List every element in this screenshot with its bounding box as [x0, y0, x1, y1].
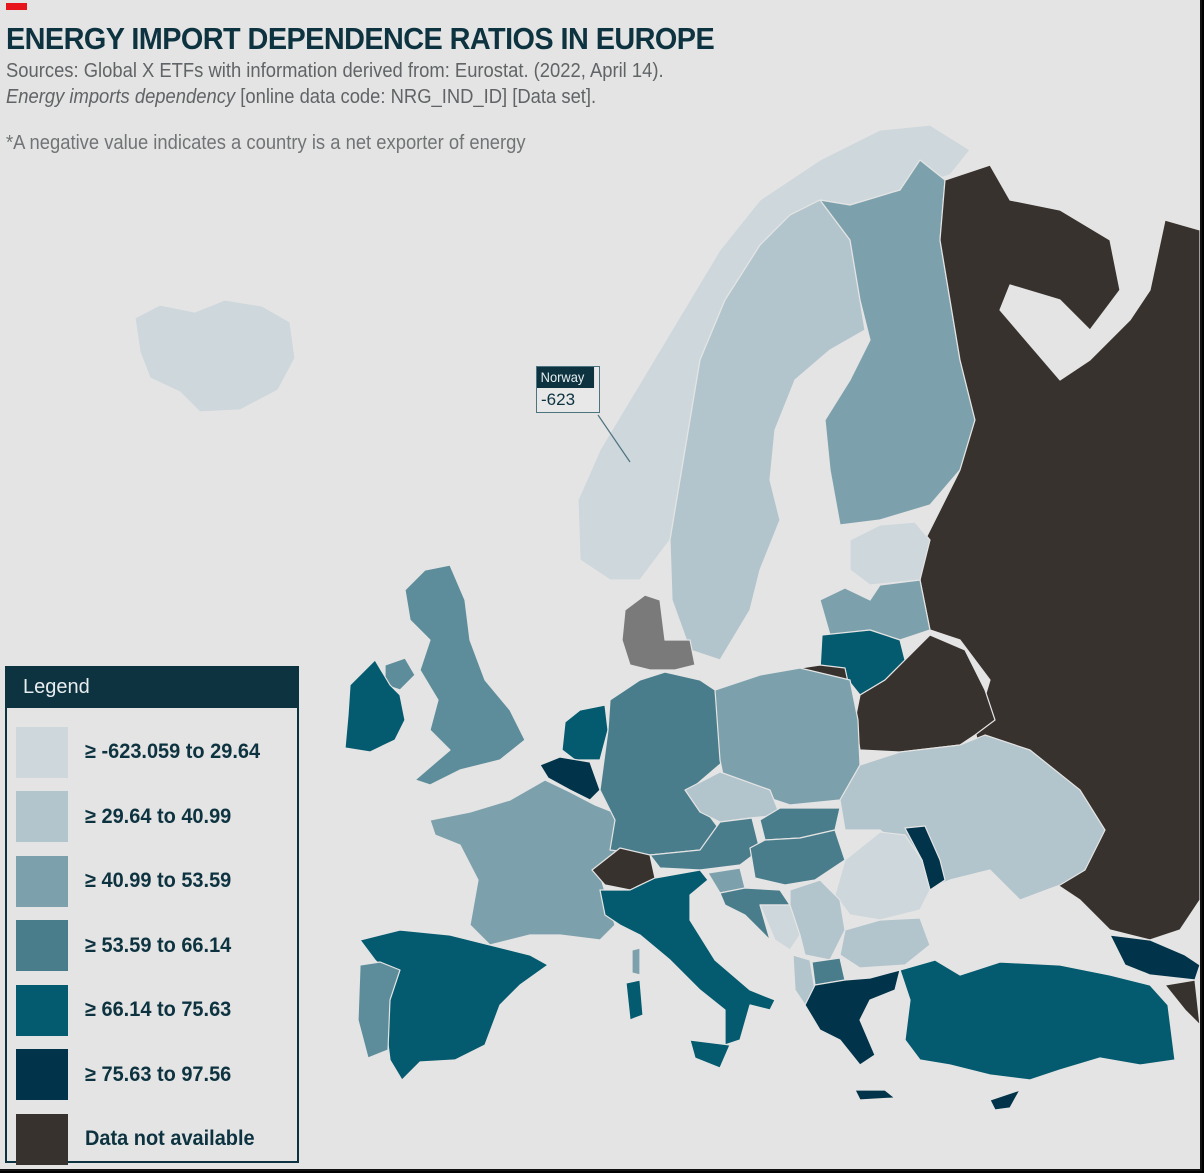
- legend-item: ≥ 75.63 to 97.56: [16, 1043, 269, 1108]
- brand-accent-bar: [6, 3, 27, 10]
- legend-title: Legend: [7, 668, 297, 708]
- legend-label: ≥ 29.64 to 40.99: [85, 804, 232, 828]
- page-title: ENERGY IMPORT DEPENDENCE RATIOS IN EUROP…: [6, 21, 715, 56]
- legend-label: ≥ 53.59 to 66.14: [85, 933, 232, 957]
- legend: Legend ≥ -623.059 to 29.64 ≥ 29.64 to 40…: [5, 666, 299, 1165]
- island-corsica[interactable]: [631, 947, 641, 976]
- island-sardinia[interactable]: [625, 979, 644, 1021]
- country-portugal[interactable]: [357, 961, 401, 1059]
- norway-callout: Norway -623: [536, 366, 600, 413]
- legend-label: ≥ -623.059 to 29.64: [85, 740, 261, 764]
- country-latvia[interactable]: [819, 579, 931, 641]
- dataset-name: Energy imports dependency: [6, 86, 236, 108]
- legend-item: ≥ 53.59 to 66.14: [16, 914, 269, 979]
- footnote: *A negative value indicates a country is…: [6, 132, 526, 154]
- country-belgium[interactable]: [539, 756, 601, 801]
- source-line-1: Sources: Global X ETFs with information …: [6, 60, 664, 82]
- country-turkey[interactable]: [899, 959, 1176, 1081]
- region-caucasus[interactable]: [1164, 979, 1200, 1026]
- legend-swatch: [16, 984, 68, 1036]
- country-romania[interactable]: [834, 831, 931, 921]
- country-denmark[interactable]: [621, 594, 696, 671]
- country-greece[interactable]: [804, 969, 901, 1066]
- legend-label: ≥ 40.99 to 53.59: [85, 869, 232, 893]
- legend-swatch: [16, 1049, 68, 1101]
- country-bosnia[interactable]: [759, 904, 801, 951]
- country-france[interactable]: [429, 779, 626, 946]
- dataset-code: [online data code: NRG_IND_ID] [Data set…: [235, 86, 597, 108]
- legend-item: ≥ -623.059 to 29.64: [16, 720, 269, 785]
- island-crete[interactable]: [854, 1089, 896, 1101]
- header: ENERGY IMPORT DEPENDENCE RATIOS IN EUROP…: [6, 20, 767, 155]
- country-sweden[interactable]: [669, 199, 866, 661]
- legend-swatch: [16, 1113, 68, 1165]
- country-ireland[interactable]: [344, 659, 406, 753]
- island-sicily[interactable]: [689, 1039, 731, 1069]
- country-estonia[interactable]: [849, 521, 931, 586]
- legend-label: Data not available: [85, 1127, 255, 1151]
- legend-label: ≥ 75.63 to 97.56: [85, 1062, 232, 1086]
- country-ukraine[interactable]: [839, 734, 1106, 901]
- legend-label: ≥ 66.14 to 75.63: [85, 998, 232, 1022]
- country-belarus[interactable]: [854, 634, 996, 753]
- country-georgia[interactable]: [1109, 934, 1200, 981]
- country-finland[interactable]: [819, 159, 976, 526]
- country-bulgaria[interactable]: [839, 917, 931, 969]
- callout-value: -623: [541, 390, 576, 409]
- legend-swatch: [16, 920, 68, 972]
- island-cyprus[interactable]: [989, 1089, 1021, 1111]
- country-italy[interactable]: [599, 869, 776, 1046]
- callout-country: Norway: [537, 367, 595, 388]
- legend-item: ≥ 66.14 to 75.63: [16, 978, 269, 1043]
- legend-item: Data not available: [16, 1107, 269, 1169]
- legend-swatch: [16, 726, 68, 778]
- source-line-2: Energy imports dependency [online data c…: [6, 84, 707, 110]
- country-united-kingdom[interactable]: [404, 564, 526, 786]
- country-iceland[interactable]: [134, 299, 296, 413]
- country-netherlands[interactable]: [561, 704, 609, 761]
- legend-item: ≥ 29.64 to 40.99: [16, 785, 269, 850]
- legend-swatch: [16, 791, 68, 843]
- legend-list: ≥ -623.059 to 29.64 ≥ 29.64 to 40.99 ≥ 4…: [16, 720, 269, 1169]
- country-germany[interactable]: [599, 671, 726, 856]
- legend-item: ≥ 40.99 to 53.59: [16, 849, 269, 914]
- legend-swatch: [16, 855, 68, 907]
